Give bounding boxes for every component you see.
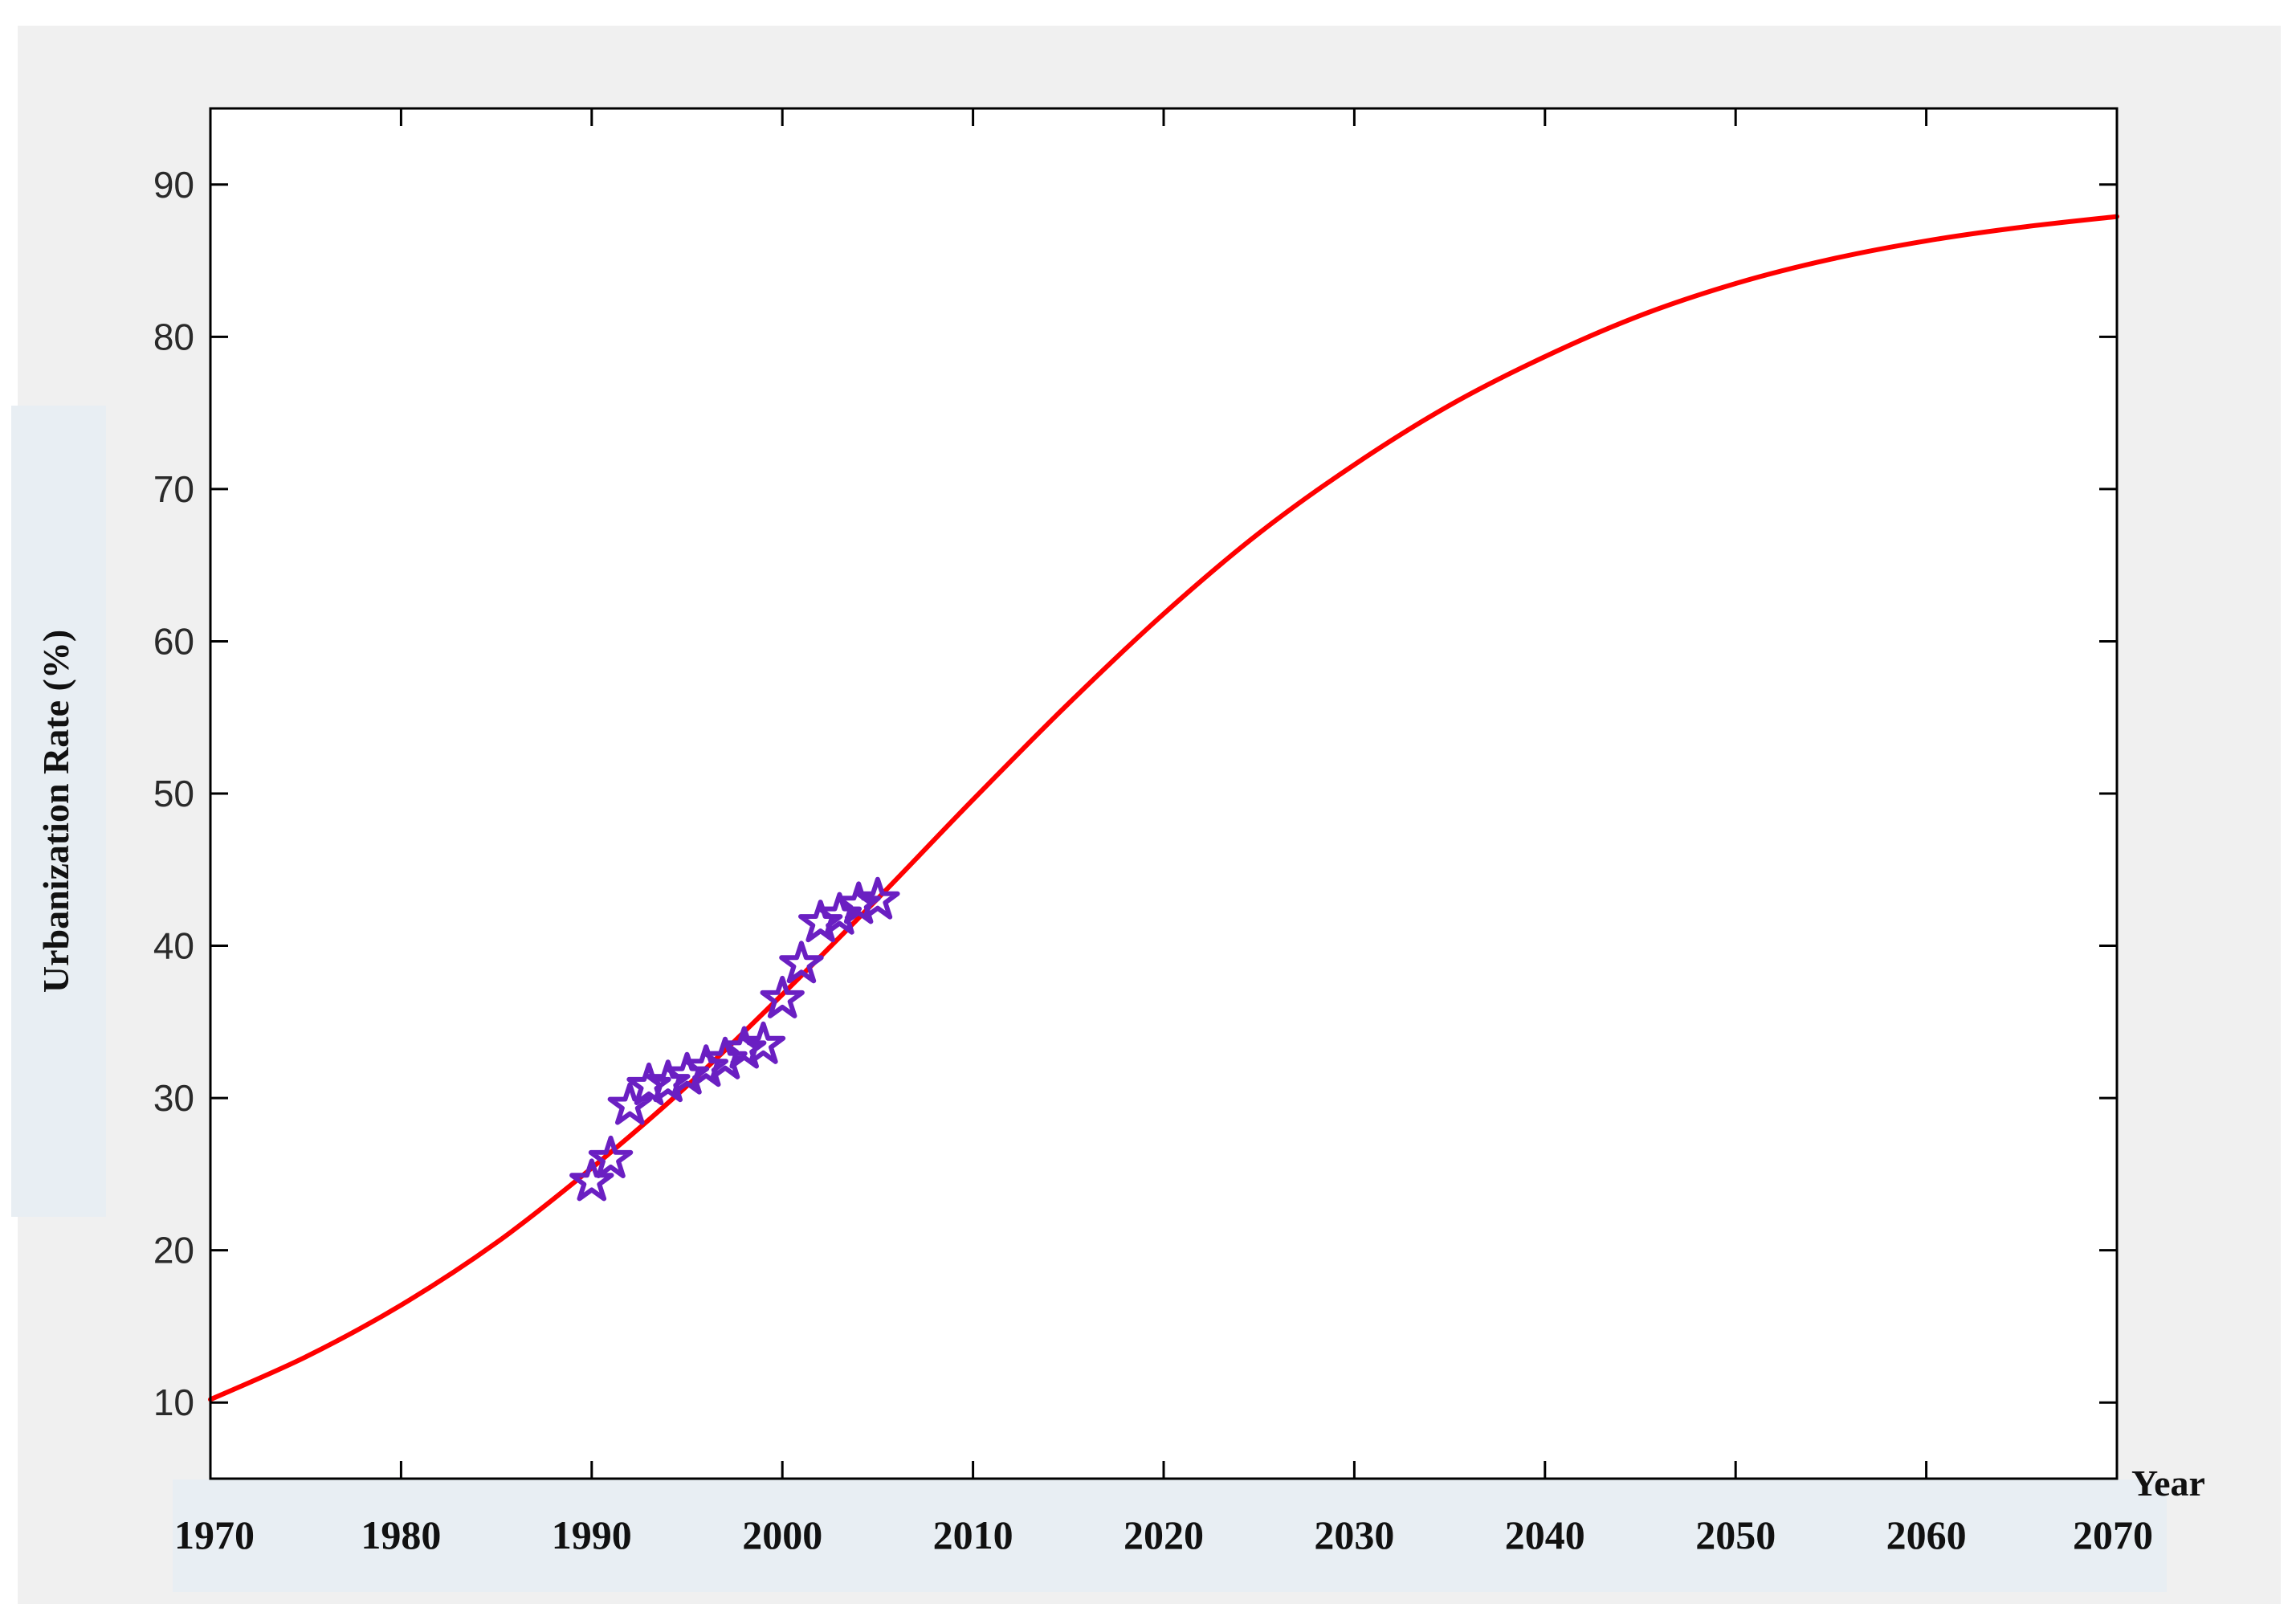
data-point-marker [626,1062,671,1105]
x-tick-label: 2040 [1505,1512,1585,1557]
data-point-marker [760,975,805,1018]
x-tick-label: 1970 [174,1512,255,1557]
data-point-marker [779,941,824,984]
data-point-marker [855,876,900,920]
x-axis-title: Year [2131,1463,2205,1504]
x-tick-label: 2020 [1124,1512,1204,1557]
y-tick-label: 50 [153,773,194,814]
observed-markers [569,876,900,1202]
x-tick-label: 2030 [1314,1512,1394,1557]
x-tick-labels: 1970 1980 1990 2000 2010 2020 2030 2040 2050 2060… [174,1512,2153,1557]
y-tick-label: 60 [153,620,194,662]
plot-frame [209,107,2119,1480]
ylabel-band [11,406,106,1217]
series-line-fit [208,214,2119,1402]
data-point-marker [569,1158,614,1202]
y-tick-label: 40 [153,925,194,967]
x-tick-label: 2070 [2073,1512,2153,1557]
plot-area [210,108,2117,1479]
data-point-marker [836,881,881,924]
y-tick-label: 30 [153,1077,194,1119]
x-tick-label: 2010 [933,1512,1013,1557]
x-tick-label: 1990 [552,1512,632,1557]
data-point-marker [817,892,863,935]
x-tick-label: 2060 [1886,1512,1967,1557]
y-tick-label: 10 [153,1381,194,1423]
y-tick-label: 80 [153,316,194,357]
data-point-marker [683,1044,728,1088]
data-point-marker [646,1059,691,1103]
xtick-band [173,1479,2167,1592]
data-point-marker [740,1021,786,1064]
y-tick-label: 20 [153,1230,194,1271]
x-tick-label: 1980 [361,1512,441,1557]
data-point-marker [703,1036,748,1079]
x-tick-label: 2050 [1695,1512,1776,1557]
data-point-marker [798,900,843,943]
y-tick-label: 70 [153,468,194,510]
data-point-marker [664,1051,710,1095]
data-point-marker [588,1135,634,1178]
y-axis-title: Urbanization Rate (%) [35,630,76,993]
data-point-marker [722,1026,767,1069]
x-tick-label: 2000 [742,1512,822,1557]
y-tick-label: 90 [153,164,194,206]
y-tick-labels: 10 20 30 40 50 60 70 80 90 [153,164,194,1423]
